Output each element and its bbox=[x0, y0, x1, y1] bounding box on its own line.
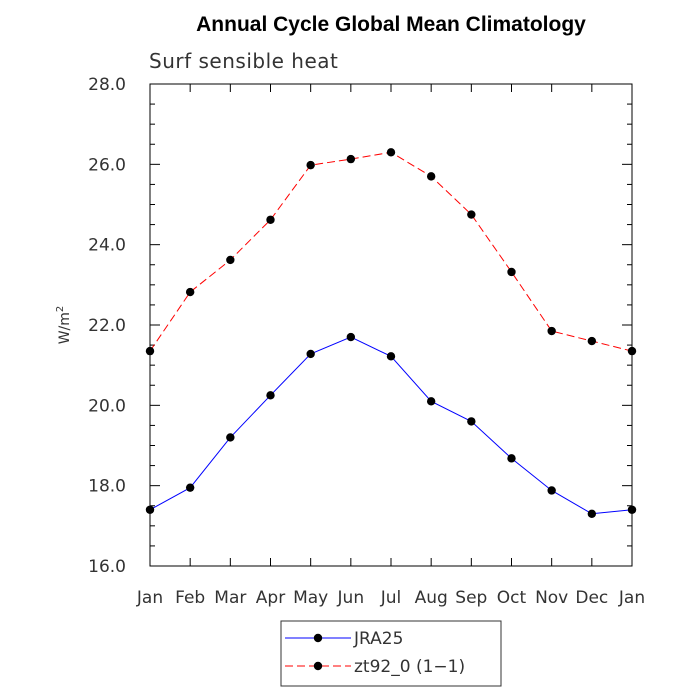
x-tick-label: Feb bbox=[175, 588, 205, 608]
series-1-point bbox=[426, 172, 436, 181]
series-1-point bbox=[587, 336, 597, 346]
y-tick-label: 26.0 bbox=[88, 155, 126, 175]
x-tick-label: Aug bbox=[415, 588, 448, 608]
y-axis-label: W/m2 bbox=[55, 306, 73, 345]
series-0-point bbox=[266, 391, 275, 400]
series-0-point bbox=[346, 332, 356, 342]
series-line-0 bbox=[149, 336, 633, 515]
series-1-point bbox=[306, 160, 315, 170]
legend-marker-1 bbox=[313, 661, 323, 671]
series-0-point bbox=[467, 417, 476, 426]
y-tick-label: 16.0 bbox=[88, 557, 126, 577]
y-tick-label: 22.0 bbox=[88, 316, 126, 336]
x-tick-label: Nov bbox=[535, 588, 568, 608]
x-tick-label: Jun bbox=[337, 588, 365, 608]
y-tick-labels: 16.0 18.0 20.0 22.0 24.0 26.0 28.0 bbox=[88, 75, 126, 577]
series-line-1 bbox=[149, 151, 633, 352]
x-tick-label: Dec bbox=[575, 588, 608, 608]
series-0-point bbox=[386, 352, 396, 361]
y-tick-label: 18.0 bbox=[88, 477, 126, 497]
series-0-point bbox=[627, 505, 637, 514]
x-tick-label: Sep bbox=[455, 588, 487, 608]
series-1-point bbox=[386, 148, 396, 157]
y-axis-label-superscript: 2 bbox=[55, 306, 66, 312]
legend-label-1: zt92_0 (1−1) bbox=[354, 657, 465, 677]
series-1-point bbox=[467, 210, 476, 219]
series-1-point bbox=[145, 346, 155, 356]
legend-label-0: JRA25 bbox=[353, 629, 403, 649]
x-tick-labels: Jan Feb Mar Apr May Jun Jul Aug Sep Oct Nov Dec Jan bbox=[136, 588, 645, 608]
series-1-point bbox=[185, 287, 195, 297]
legend: JRA25 zt92_0 (1−1) bbox=[280, 620, 502, 687]
series-0-point bbox=[185, 483, 195, 492]
y-tick-label: 28.0 bbox=[88, 75, 126, 95]
series-0-point bbox=[426, 397, 436, 406]
series-0-point bbox=[226, 433, 235, 442]
legend-box bbox=[280, 620, 502, 687]
x-tick-label: Mar bbox=[214, 588, 246, 608]
series-0-point bbox=[507, 454, 516, 463]
series-0-point bbox=[145, 505, 155, 514]
x-tick-label: Jan bbox=[618, 588, 645, 608]
ticks-group bbox=[149, 83, 633, 567]
x-tick-label: May bbox=[293, 588, 328, 608]
series-1-point bbox=[547, 326, 556, 336]
series-1-point bbox=[226, 255, 235, 265]
chart-title: Annual Cycle Global Mean Climatology bbox=[196, 13, 586, 36]
legend-marker-0 bbox=[313, 633, 323, 643]
y-tick-label: 24.0 bbox=[88, 236, 126, 256]
series-1-point bbox=[346, 154, 356, 164]
chart-subtitle: Surf sensible heat bbox=[149, 49, 338, 73]
series-1-point bbox=[507, 267, 516, 277]
series-1-point bbox=[266, 215, 275, 224]
series-group bbox=[145, 148, 637, 518]
x-tick-label: Jan bbox=[136, 588, 163, 608]
y-tick-label: 20.0 bbox=[88, 396, 126, 416]
x-tick-label: Jul bbox=[380, 588, 402, 608]
series-0-point bbox=[587, 509, 597, 518]
x-tick-label: Apr bbox=[256, 588, 285, 608]
series-1-point bbox=[627, 346, 637, 356]
series-0-point bbox=[306, 349, 315, 359]
x-tick-label: Oct bbox=[497, 588, 527, 608]
series-0-point bbox=[547, 486, 556, 495]
